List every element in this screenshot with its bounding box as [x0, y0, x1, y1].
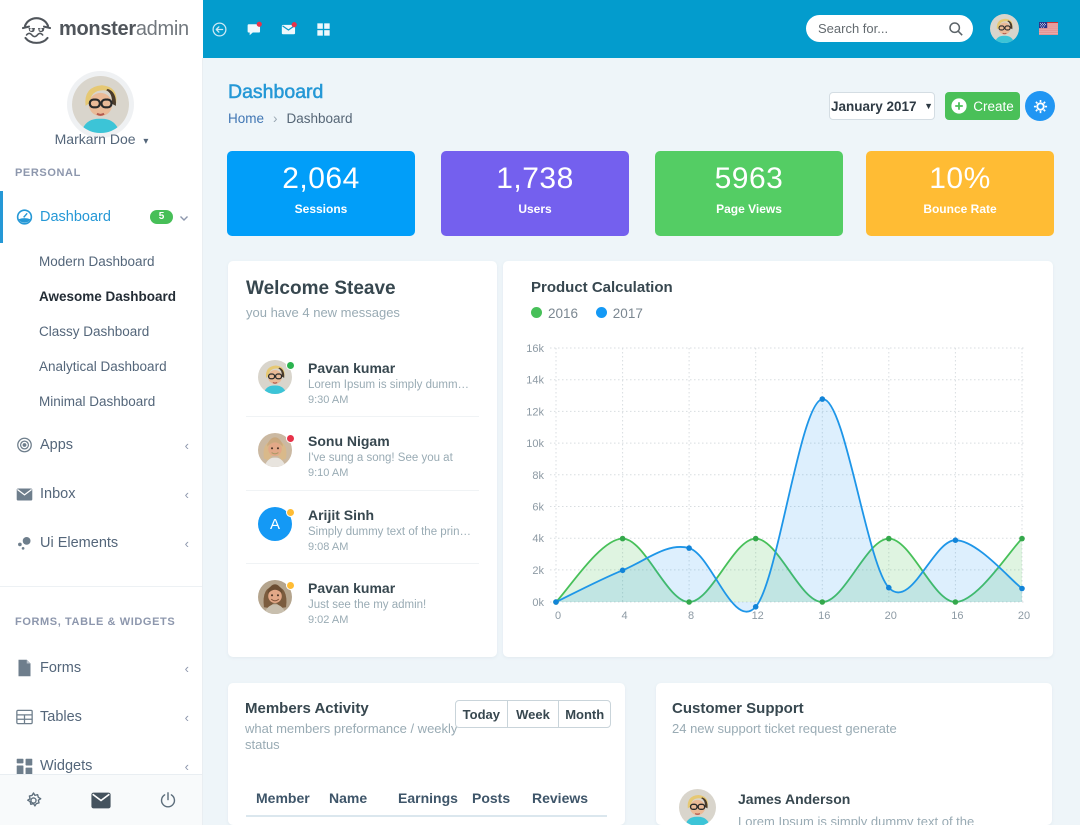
svg-text:12: 12	[752, 610, 764, 622]
svg-text:16: 16	[818, 610, 830, 622]
svg-text:20: 20	[1018, 610, 1030, 622]
svg-text:16: 16	[951, 610, 963, 622]
svg-text:0k: 0k	[532, 597, 544, 609]
svg-text:4k: 4k	[532, 533, 544, 545]
svg-text:8: 8	[688, 610, 694, 622]
svg-text:10k: 10k	[526, 438, 544, 450]
svg-text:12k: 12k	[526, 406, 544, 418]
svg-text:8k: 8k	[532, 470, 544, 482]
svg-text:16k: 16k	[526, 343, 544, 355]
svg-text:6k: 6k	[532, 502, 544, 514]
svg-text:14k: 14k	[526, 375, 544, 387]
svg-text:0: 0	[555, 610, 561, 622]
svg-text:2k: 2k	[532, 565, 544, 577]
svg-text:4: 4	[622, 610, 628, 622]
svg-text:20: 20	[885, 610, 897, 622]
